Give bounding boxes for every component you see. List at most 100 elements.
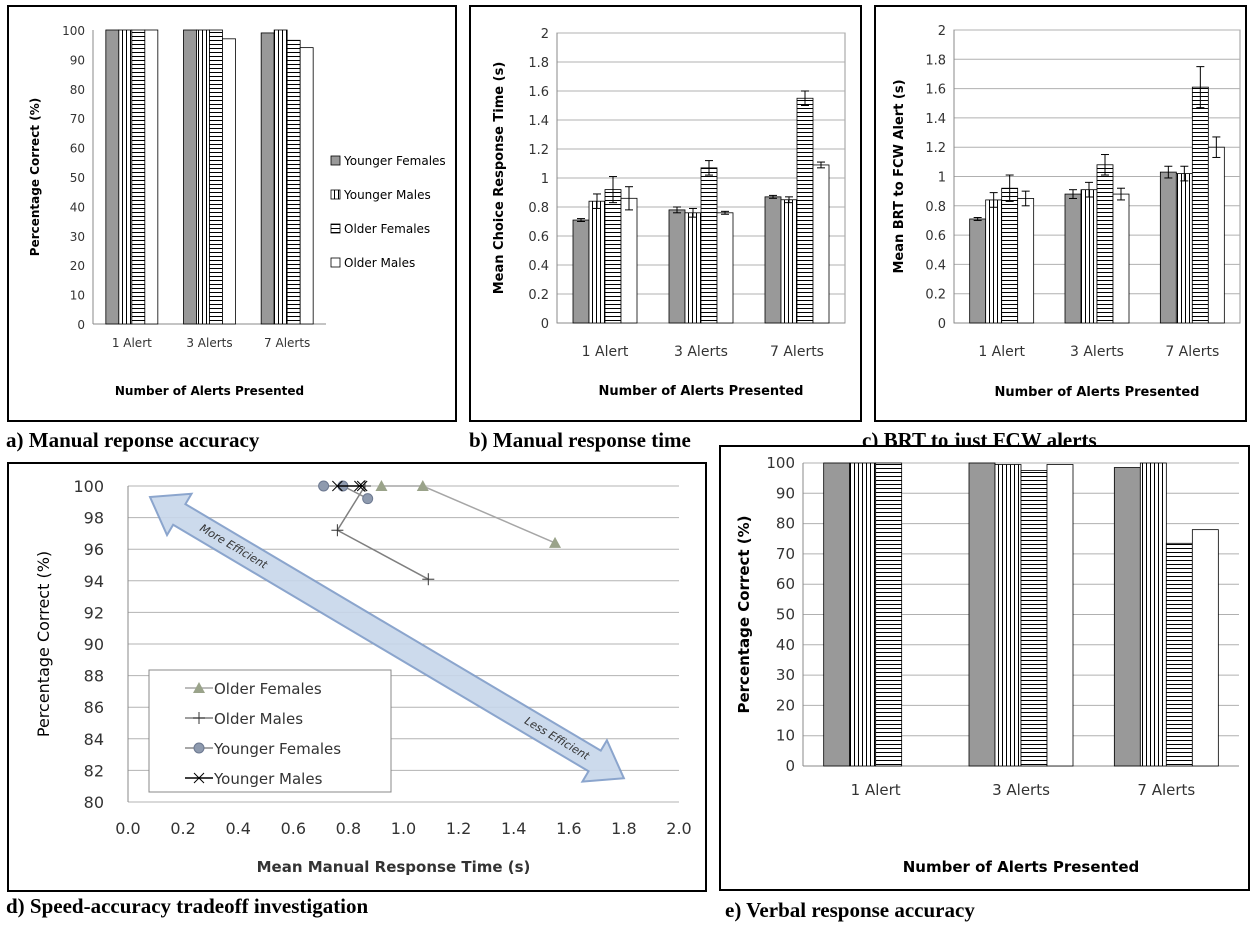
bar-older-females — [604, 189, 622, 324]
marker-legend-older-males — [193, 712, 205, 724]
y-tick-label: 92 — [84, 603, 104, 622]
y-tick-label: 70 — [70, 112, 85, 126]
x-tick-label: 7 Alerts — [1137, 781, 1195, 799]
x-tick-label: 1.8 — [611, 819, 636, 838]
y-tick-label: 98 — [84, 509, 104, 528]
legend-box — [148, 669, 392, 793]
panel-c: 0 0.2 0.4 0.6 0.8 1 1.2 1.4 1.6 1.8 2 1 Alert 3 Aler… — [874, 5, 1247, 422]
bar-older-males — [222, 38, 236, 325]
x-tick-label: 1 Alert — [582, 344, 629, 360]
legend-swatch-younger-females — [330, 155, 341, 166]
y-tick-label: 30 — [776, 666, 795, 684]
x-axis-title: Number of Alerts Presented — [599, 384, 804, 399]
bar-older-females — [131, 29, 146, 325]
panel-a: 0 10 20 30 40 50 60 70 80 90 100 1 Alert 3 Alerts 7 A… — [7, 5, 457, 422]
y-tick-label: 86 — [84, 698, 104, 717]
bar-younger-males — [1080, 189, 1098, 324]
marker-older-females — [375, 480, 388, 491]
y-tick-label: 100 — [62, 24, 85, 38]
legend-label-younger-females: Younger Females — [343, 154, 446, 168]
y-tick-label: 0.6 — [925, 229, 946, 244]
legend-label-younger-males: Younger Males — [213, 770, 323, 788]
caption-e: e) Verbal response accuracy — [725, 898, 975, 922]
x-tick-label: 7 Alerts — [1165, 344, 1219, 360]
bar-younger-females — [1113, 467, 1141, 767]
marker-younger-females — [318, 480, 330, 492]
y-tick-label: 82 — [84, 761, 104, 780]
bar-older-females — [875, 462, 903, 767]
y-tick-label: 80 — [776, 515, 795, 533]
legend-swatch-older-males — [330, 257, 341, 268]
bar-younger-males — [273, 29, 288, 325]
bar-older-males — [144, 29, 159, 325]
marker-younger-males — [356, 480, 368, 492]
bar-younger-males — [780, 199, 798, 324]
series-younger-males — [332, 480, 368, 492]
bar-older-females — [1096, 164, 1114, 324]
bar-older-females — [1001, 187, 1019, 324]
y-tick-label: 40 — [776, 636, 795, 654]
bar-older-males — [1191, 529, 1219, 767]
y-tick-label: 90 — [776, 484, 795, 502]
legend-label-younger-females: Younger Females — [213, 740, 341, 758]
bar-older-females — [700, 167, 718, 324]
y-tick-label: 0.2 — [528, 288, 549, 303]
chart-a: 0 10 20 30 40 50 60 70 80 90 100 1 Alert 3 Alerts 7 A… — [28, 24, 446, 398]
bar-younger-females — [968, 462, 996, 767]
y-tick-label: 20 — [70, 259, 85, 273]
x-tick-label: 1 Alert — [978, 344, 1025, 360]
y-axis-title: Mean BRT to FCW Alert (s) — [892, 79, 907, 273]
x-tick-label: 7 Alerts — [770, 344, 824, 360]
y-tick-label: 20 — [776, 696, 795, 714]
caption-a: a) Manual reponse accuracy — [6, 428, 260, 452]
bar-younger-females — [969, 218, 987, 324]
y-tick-label: 80 — [70, 83, 85, 97]
marker-older-males — [422, 573, 435, 586]
legend-swatch-younger-males — [330, 189, 341, 200]
y-tick-label: 100 — [73, 477, 104, 496]
y-tick-label: 2 — [541, 27, 549, 42]
x-axis-title: Number of Alerts Presented — [995, 385, 1200, 400]
x-tick-label: 0.8 — [336, 819, 361, 838]
y-tick-label: 1 — [938, 171, 946, 186]
y-tick-label: 50 — [776, 606, 795, 624]
bar-older-males — [1046, 464, 1074, 767]
bar-younger-males — [588, 200, 606, 324]
x-tick-label: 0.0 — [115, 819, 140, 838]
legend-swatch-older-females — [330, 223, 341, 234]
y-tick-label: 50 — [70, 171, 85, 185]
x-axis-title: Mean Manual Response Time (s) — [257, 858, 531, 876]
y-tick-label: 0.4 — [925, 258, 946, 273]
marker-legend-younger-males — [193, 772, 205, 784]
x-tick-label: 0.6 — [281, 819, 306, 838]
marker-older-females — [549, 536, 562, 548]
bar-younger-males — [994, 464, 1022, 767]
series-line-older-males — [336, 485, 429, 580]
marker-x-b — [332, 480, 343, 492]
bar-younger-males — [196, 29, 210, 325]
bar-older-females — [286, 39, 301, 325]
y-tick-label: 100 — [766, 454, 795, 472]
legend: Older Females Older Males Younger Females Y… — [148, 669, 392, 793]
y-tick-label: 94 — [84, 572, 104, 591]
bar-younger-females — [1064, 193, 1082, 324]
bar-younger-females — [668, 209, 686, 324]
chart-d: 80 82 84 86 88 90 92 94 96 98 100 0.0 0.2 0.4 0.6 0.8 1.… — [34, 477, 692, 876]
y-tick-label: 1 — [541, 172, 549, 187]
x-tick-label: 3 Alerts — [186, 336, 232, 350]
legend-label-older-females: Older Females — [344, 222, 430, 236]
y-tick-label: 1.6 — [925, 83, 946, 98]
bar-older-males — [812, 164, 830, 324]
x-tick-label: 1.0 — [391, 819, 416, 838]
y-tick-label: 0 — [541, 317, 549, 332]
series-line-older-females — [381, 485, 556, 544]
chart-e: 0 10 20 30 40 50 60 70 80 90 100 1 Alert 3 Alerts 7 A… — [735, 454, 1239, 876]
y-tick-label: 1.4 — [528, 114, 549, 129]
x-tick-label: 3 Alerts — [1070, 344, 1124, 360]
x-tick-label: 1.4 — [501, 819, 526, 838]
bar-older-females — [1191, 86, 1209, 324]
bar-older-males — [299, 47, 314, 325]
bar-older-males — [1017, 198, 1035, 324]
bar-older-males — [620, 197, 638, 324]
y-tick-label: 60 — [776, 575, 795, 593]
